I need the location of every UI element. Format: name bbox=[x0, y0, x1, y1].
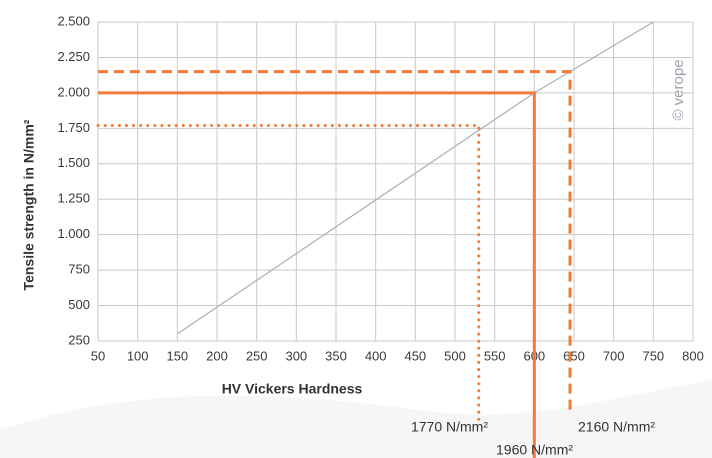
y-axis-label: Tensile strength in N/mm² bbox=[21, 119, 37, 290]
y-tick-label: 2.500 bbox=[57, 13, 90, 28]
x-tick-label: 800 bbox=[682, 348, 704, 363]
x-tick-label: 700 bbox=[603, 348, 625, 363]
x-tick-label: 250 bbox=[246, 348, 268, 363]
reference-label: 1770 N/mm² bbox=[411, 419, 488, 435]
x-tick-label: 750 bbox=[642, 348, 664, 363]
watermark: © verope bbox=[670, 59, 687, 120]
reference-label: 1960 N/mm² bbox=[496, 442, 573, 458]
x-tick-label: 550 bbox=[484, 348, 506, 363]
y-tick-label: 1.750 bbox=[57, 120, 90, 135]
x-tick-label: 650 bbox=[563, 348, 585, 363]
y-tick-label: 500 bbox=[68, 297, 90, 312]
x-tick-label: 150 bbox=[166, 348, 188, 363]
reference-line bbox=[98, 70, 572, 412]
y-tick-label: 1.500 bbox=[57, 155, 90, 170]
y-tick-label: 1.250 bbox=[57, 191, 90, 206]
x-tick-label: 200 bbox=[206, 348, 228, 363]
x-tick-label: 500 bbox=[444, 348, 466, 363]
x-tick-label: 50 bbox=[91, 348, 105, 363]
x-tick-label: 450 bbox=[404, 348, 426, 363]
reference-line bbox=[96, 123, 481, 422]
reference-line bbox=[98, 91, 536, 458]
y-tick-label: 2.000 bbox=[57, 84, 90, 99]
y-tick-label: 750 bbox=[68, 262, 90, 277]
reference-label: 2160 N/mm² bbox=[578, 419, 655, 435]
x-tick-label: 400 bbox=[365, 348, 387, 363]
x-tick-label: 300 bbox=[285, 348, 307, 363]
y-tick-label: 250 bbox=[68, 332, 90, 347]
x-axis-label: HV Vickers Hardness bbox=[222, 381, 363, 397]
x-tick-label: 100 bbox=[127, 348, 149, 363]
x-tick-label: 350 bbox=[325, 348, 347, 363]
y-tick-label: 2.250 bbox=[57, 49, 90, 64]
y-tick-label: 1.000 bbox=[57, 226, 90, 241]
